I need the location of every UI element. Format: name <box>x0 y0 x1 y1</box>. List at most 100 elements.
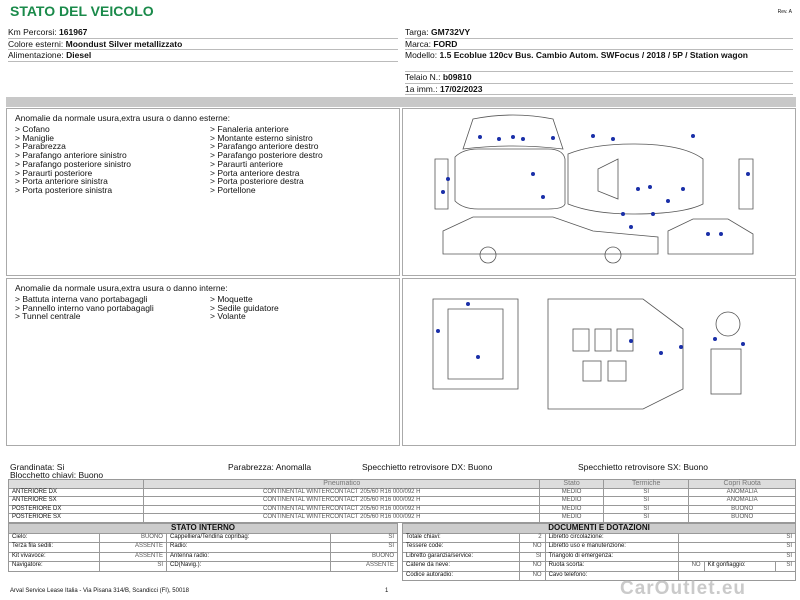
state-label: Kit gonfiaggio: <box>703 561 776 572</box>
state-label: Cappelliera/Tendina copribag: <box>165 532 332 543</box>
tire-cell: BUONO <box>688 504 796 515</box>
tire-row: ANTERIORE DX CONTINENTAL WINTERCONTACT 20… <box>7 487 796 498</box>
info-value: FORD <box>433 38 458 49</box>
damage-item: > Battuta interna vano portabagagli <box>15 294 148 304</box>
state-label: Totale chiavi: <box>401 532 521 543</box>
info-label: Alimentazione: <box>8 50 64 60</box>
damage-item: > Sedile guidatore <box>210 302 279 313</box>
damage-item: > Maniglie <box>15 132 54 143</box>
internal-state-table: STATO INTERNO Cielo: BUONO Cappelliera/Tend… <box>7 523 398 572</box>
tire-cell: POSTERIORE DX <box>7 504 145 515</box>
info-row: Km Percorsi: 161967 <box>8 27 398 39</box>
tire-cell: ANTERIORE DX <box>7 487 145 498</box>
info-row: Alimentazione: Diesel <box>8 50 398 62</box>
tire-cell: POSTERIORE SX <box>7 513 145 523</box>
state-label: Catene da neve: <box>401 561 521 572</box>
damage-item: > Porta posteriore destra <box>210 176 304 187</box>
damage-title: Anomalie da normale usura,extra usura o … <box>15 113 230 123</box>
state-label: Antenna radio: <box>165 551 332 562</box>
info-label: Telaio N.: <box>405 72 441 82</box>
damage-item: > Montante esterno sinistro <box>210 132 313 143</box>
state-value: BUONO <box>99 532 167 543</box>
condition: Specchietto retrovisore DX: Buono <box>362 462 493 472</box>
info-value: 161967 <box>59 27 88 37</box>
state-value: SI <box>678 532 796 543</box>
condition: Parabrezza: Anomalla <box>228 462 312 472</box>
state-row: Kit vivavoce: ASSENTE Antenna radio: BUONO <box>7 551 398 562</box>
state-value: ASSENTE <box>330 561 398 572</box>
state-row: Cielo: BUONO Cappelliera/Tendina copribag:… <box>7 532 398 543</box>
state-row: Codice autoradio: NO Cavo telefono: <box>401 570 796 581</box>
condition: Specchietto retrovisore SX: Buono <box>578 462 708 472</box>
damage-item: > Parafango anteriore sinistro <box>15 150 127 161</box>
state-value: NO <box>519 542 546 553</box>
state-row: Terza fila sedili: ASSENTE Radio: SI <box>7 542 398 553</box>
state-value: BUONO <box>330 551 398 562</box>
damage-item: > Moquette <box>210 294 253 304</box>
damage-column: > Fanaleria anteriore > Montante esterno … <box>210 125 385 195</box>
state-label: Ruota scorta: <box>544 561 680 572</box>
tire-cell: ANTERIORE SX <box>7 496 145 506</box>
info-value: Diesel <box>66 50 92 60</box>
watermark: CarOutlet.eu <box>620 578 747 599</box>
damage-item: > Cofano <box>15 124 50 134</box>
state-value: SI <box>330 532 398 543</box>
damage-item: > Parafango posteriore sinistro <box>15 158 131 169</box>
condition: Blocchetto chiavi: Buono <box>10 470 104 480</box>
tire-cell: SI <box>603 496 690 506</box>
tire-cell: BUONO <box>688 513 796 523</box>
damage-column: > Cofano > Maniglie > Parabrezza > Parafang… <box>15 125 190 195</box>
damage-column: > Moquette > Sedile guidatore > Volante <box>210 295 385 321</box>
header-cell: Stato <box>539 479 605 489</box>
state-label: CD(Navig.): <box>165 561 332 572</box>
info-row: Targa: GM732VY <box>405 27 793 39</box>
tire-cell: MEDIO <box>539 496 605 506</box>
section-title-row: STATO INTERNO <box>8 523 398 534</box>
tire-cell: MEDIO <box>539 513 605 523</box>
info-label: Modello: <box>405 50 438 60</box>
damage-item: > Porta anteriore sinistra <box>15 176 108 187</box>
damage-item: > Porta posteriore sinistra <box>15 184 113 195</box>
info-row: 1a imm.: 17/02/2023 <box>405 83 793 95</box>
internal-diagram-box <box>402 278 796 446</box>
state-value: ASSENTE <box>99 542 167 553</box>
tire-cell: CONTINENTAL WINTERCONTACT 205/60 R16 000… <box>143 513 541 523</box>
tire-cell: SI <box>603 504 690 515</box>
external-damage: Anomalie da normale usura,extra usura o … <box>6 108 400 276</box>
state-label: Libretto circolazione: <box>544 532 680 543</box>
state-value: SI <box>519 551 546 562</box>
tire-row: POSTERIORE DX CONTINENTAL WINTERCONTACT 2… <box>7 504 796 515</box>
damage-item: > Pannello interno vano portabagagli <box>15 302 154 313</box>
state-value: NO <box>519 570 546 581</box>
vehicle-left: Km Percorsi: 161967 Colore esterni: Moond… <box>8 27 398 62</box>
info-label: 1a imm.: <box>405 83 438 94</box>
state-label: Cielo: <box>7 532 101 543</box>
state-value: SI <box>330 542 398 553</box>
tire-cell: ANOMALIA <box>688 496 796 506</box>
state-row: Catene da neve: NO Ruota scorta: NO Kit gonf… <box>401 561 797 572</box>
info-value: 1.5 Ecoblue 120cv Bus. Cambio Autom. SWF… <box>439 50 748 60</box>
info-label: Targa: <box>405 27 429 37</box>
state-row: Totale chiavi: 2 Libretto circolazione: SI <box>401 532 796 543</box>
info-value: 17/02/2023 <box>439 83 483 94</box>
state-row: Navigatore: SI CD(Navig.): ASSENTE <box>7 561 398 572</box>
external-diagram <box>434 114 754 264</box>
state-label: Codice autoradio: <box>401 570 521 581</box>
tires-table: Pneumatico Stato Termiche Copri Ruota ANTERI… <box>7 479 796 523</box>
section-title: STATO INTERNO <box>8 523 398 534</box>
header-cell <box>7 479 145 489</box>
state-label: Libretto uso e manutenzione: <box>544 542 680 553</box>
state-value: SI <box>678 542 796 553</box>
section-title: DOCUMENTI E DOTAZIONI <box>402 523 796 534</box>
tire-cell: CONTINENTAL WINTERCONTACT 205/60 R16 000… <box>143 496 541 506</box>
internal-damage: Anomalie da normale usura,extra usura o … <box>6 278 400 446</box>
tire-cell: MEDIO <box>539 504 605 515</box>
damage-item: > Paraurti anteriore <box>210 158 283 169</box>
state-row: Libretto garanzia/service: SI Triangolo di… <box>401 551 796 562</box>
vehicle-right: Targa: GM732VY Marca: FORD Modello: 1.5 Ec… <box>405 27 793 95</box>
tires-header: Pneumatico Stato Termiche Copri Ruota <box>7 479 796 489</box>
documents-table: DOCUMENTI E DOTAZIONI Totale chiavi: 2 Libr… <box>401 523 797 581</box>
damage-item: > Fanaleria anteriore <box>210 124 289 134</box>
external-diagram-box <box>402 108 796 276</box>
